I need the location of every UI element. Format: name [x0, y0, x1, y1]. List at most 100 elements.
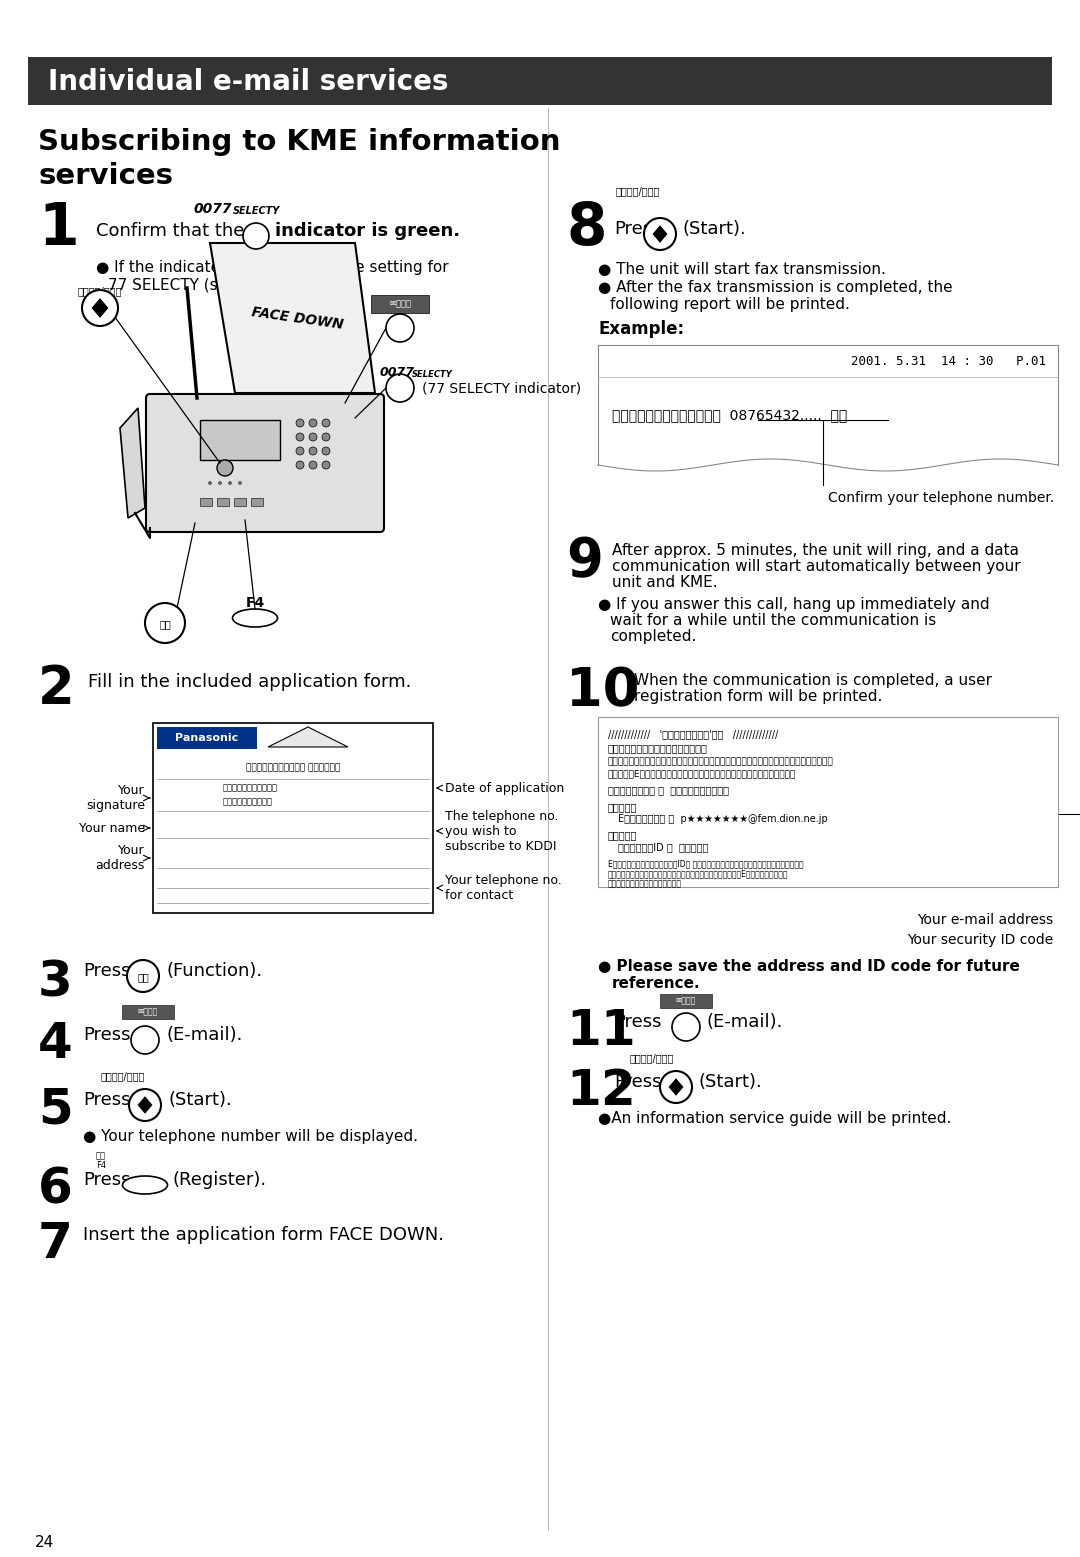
Text: following report will be printed.: following report will be printed. — [610, 297, 850, 311]
Text: (77 SELECTY indicator): (77 SELECTY indicator) — [422, 381, 581, 395]
Text: (Start).: (Start). — [699, 1073, 762, 1091]
Polygon shape — [137, 1096, 152, 1113]
Circle shape — [386, 315, 414, 343]
FancyBboxPatch shape — [122, 1004, 174, 1018]
Text: (E-mail).: (E-mail). — [706, 1014, 782, 1031]
Text: ● Please save the address and ID code for future: ● Please save the address and ID code fo… — [598, 959, 1020, 975]
Circle shape — [386, 374, 414, 402]
Bar — [217, 498, 229, 506]
Text: Confirm your telephone number.: Confirm your telephone number. — [828, 490, 1054, 504]
Bar — [200, 498, 212, 506]
Circle shape — [228, 481, 232, 484]
Text: (Start).: (Start). — [683, 220, 746, 238]
Ellipse shape — [122, 1176, 167, 1194]
Bar — [234, 498, 246, 506]
Text: 77 SELECTY (see page 23).: 77 SELECTY (see page 23). — [108, 279, 315, 293]
Circle shape — [296, 447, 303, 455]
Text: 0077: 0077 — [380, 366, 415, 378]
Text: スタート/コピー: スタート/コピー — [100, 1071, 145, 1081]
Text: Date of application: Date of application — [445, 782, 564, 794]
Text: 24: 24 — [35, 1535, 54, 1551]
Text: SELECTY: SELECTY — [233, 206, 280, 216]
Text: 12: 12 — [566, 1067, 636, 1115]
Circle shape — [322, 419, 330, 427]
Text: ●An information service guide will be printed.: ●An information service guide will be pr… — [598, 1112, 951, 1126]
Text: FACE DOWN: FACE DOWN — [251, 305, 343, 332]
Bar — [28, 58, 1052, 104]
Text: おたっくすEメールのご利用が可能になりましたので、お知らせいたします。: おたっくすEメールのご利用が可能になりましたので、お知らせいたします。 — [608, 769, 796, 778]
Ellipse shape — [232, 609, 278, 627]
FancyBboxPatch shape — [372, 294, 429, 313]
Bar — [153, 722, 433, 912]
Text: (Register).: (Register). — [173, 1171, 267, 1190]
Text: F4: F4 — [245, 596, 265, 610]
Polygon shape — [92, 297, 108, 318]
Text: Individual e-mail services: Individual e-mail services — [48, 69, 448, 97]
Text: こちらは九州松下登録株式会社です。: こちらは九州松下登録株式会社です。 — [608, 743, 707, 754]
Circle shape — [243, 223, 269, 249]
Polygon shape — [120, 408, 145, 518]
Text: Your e-mail address: Your e-mail address — [917, 912, 1053, 926]
Text: (E-mail).: (E-mail). — [166, 1026, 242, 1045]
Text: Press: Press — [615, 220, 661, 238]
Text: /////////////   'ユーザー登録完了'頁内   //////////////: ///////////// 'ユーザー登録完了'頁内 /////////////… — [608, 729, 779, 740]
Circle shape — [82, 290, 118, 325]
Circle shape — [238, 481, 242, 484]
Text: 登録時などに必要になりますの、数回活動書書物の「おたっくすEメールを管理を』、: 登録時などに必要になりますの、数回活動書書物の「おたっくすEメールを管理を』、 — [608, 869, 788, 878]
Text: wait for a while until the communication is: wait for a while until the communication… — [610, 613, 936, 627]
Text: ✉メール: ✉メール — [676, 996, 697, 1006]
Text: EメールアドレスとセキュリティIDは 差サービス・の確保時や迷惑メールに使用電話番号の: EメールアドレスとセキュリティIDは 差サービス・の確保時や迷惑メールに使用電話… — [608, 859, 804, 867]
Bar — [157, 727, 257, 749]
Bar — [598, 718, 1058, 887]
Text: 確に必ず記入しておいてください。: 確に必ず記入しておいてください。 — [608, 880, 681, 887]
Circle shape — [322, 433, 330, 441]
Text: Confirm that the: Confirm that the — [96, 223, 244, 240]
Text: Press: Press — [83, 962, 131, 979]
Text: After approx. 5 minutes, the unit will ring, and a data: After approx. 5 minutes, the unit will r… — [612, 543, 1020, 557]
Text: (Start).: (Start). — [168, 1091, 232, 1109]
Text: ● The unit will start fax transmission.: ● The unit will start fax transmission. — [598, 262, 886, 277]
Circle shape — [660, 1071, 692, 1102]
Text: Fill in the included application form.: Fill in the included application form. — [87, 673, 411, 691]
Text: 2001. 5.31  14 : 30   P.01: 2001. 5.31 14 : 30 P.01 — [851, 355, 1047, 367]
Bar — [200, 420, 280, 459]
Text: 1: 1 — [38, 199, 79, 257]
Text: indicator is green.: indicator is green. — [275, 223, 460, 240]
Circle shape — [322, 461, 330, 469]
Text: Your
signature: Your signature — [86, 785, 145, 813]
Polygon shape — [652, 226, 667, 243]
Text: Press: Press — [83, 1026, 131, 1045]
Text: 3: 3 — [38, 958, 72, 1006]
Text: Press: Press — [615, 1014, 661, 1031]
Text: 登録
F4: 登録 F4 — [96, 1151, 106, 1171]
Text: communication will start automatically between your: communication will start automatically b… — [612, 559, 1021, 575]
Polygon shape — [669, 1077, 684, 1096]
Circle shape — [218, 481, 222, 484]
Circle shape — [208, 481, 212, 484]
FancyBboxPatch shape — [660, 993, 712, 1007]
Text: ・あなたの: ・あなたの — [608, 830, 637, 839]
Text: スタート/コピー: スタート/コピー — [630, 1053, 674, 1063]
Text: スタート/コピー: スタート/コピー — [616, 185, 660, 196]
Text: Your security ID code: Your security ID code — [907, 933, 1053, 947]
Circle shape — [217, 459, 233, 476]
Circle shape — [644, 218, 676, 251]
Text: 7: 7 — [38, 1221, 72, 1267]
Text: services: services — [38, 162, 173, 190]
Text: 11: 11 — [566, 1007, 636, 1056]
Circle shape — [131, 1026, 159, 1054]
Text: あなたの電話番号 ：  〇〇〇〇〇〇〇〇〇〇: あなたの電話番号 ： 〇〇〇〇〇〇〇〇〇〇 — [608, 785, 729, 796]
Bar — [251, 498, 264, 506]
Text: When the communication is completed, a user: When the communication is completed, a u… — [634, 673, 993, 688]
Text: おたっくす情報サービス ご利用申込書: おたっくす情報サービス ご利用申込書 — [246, 763, 340, 772]
Text: 機能: 機能 — [159, 620, 171, 629]
Text: Example:: Example: — [598, 321, 684, 338]
Text: unit and KME.: unit and KME. — [612, 575, 717, 590]
Text: ● After the fax transmission is completed, the: ● After the fax transmission is complete… — [598, 280, 953, 294]
FancyBboxPatch shape — [146, 394, 384, 532]
Text: 6: 6 — [38, 1165, 72, 1213]
Text: 2: 2 — [38, 663, 75, 715]
Text: Insert the application form FACE DOWN.: Insert the application form FACE DOWN. — [83, 1225, 444, 1244]
Circle shape — [296, 461, 303, 469]
Text: 9: 9 — [566, 536, 603, 587]
